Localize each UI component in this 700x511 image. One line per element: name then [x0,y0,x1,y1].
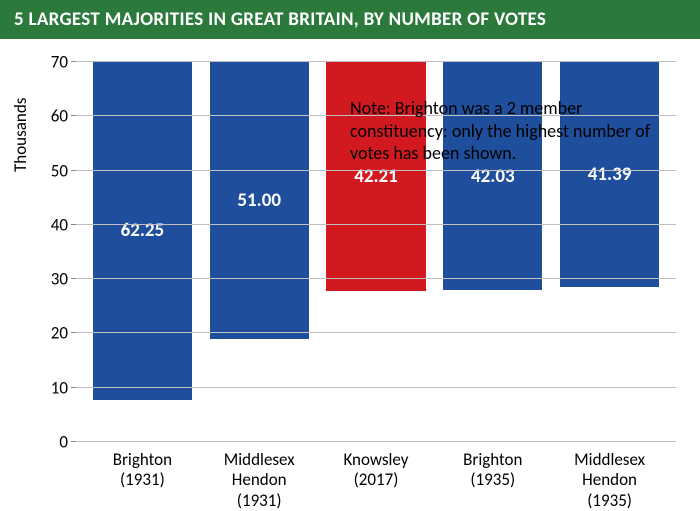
gridline [76,332,676,333]
chart-container: 5 LARGEST MAJORITIES IN GREAT BRITAIN, B… [0,0,700,501]
bar: 41.39 [560,62,659,287]
y-tick-label: 60 [38,106,68,127]
y-tick-mark [71,441,76,442]
chart-area: Thousands 62.25Brighton (1931)51.00Middl… [0,42,700,501]
chart-title: 5 LARGEST MAJORITIES IN GREAT BRITAIN, B… [0,0,700,39]
gridline [76,61,676,62]
bar: 62.25 [93,62,192,400]
y-tick-label: 70 [38,52,68,73]
y-tick-label: 10 [38,377,68,398]
y-tick-label: 30 [38,269,68,290]
gridline [76,224,676,225]
gridline [76,278,676,279]
y-tick-mark [71,332,76,333]
y-tick-mark [71,387,76,388]
y-tick-label: 40 [38,214,68,235]
bar-slot: 62.25Brighton (1931) [84,62,201,442]
y-tick-mark [71,115,76,116]
bar-value-label: 42.21 [354,165,398,188]
y-tick-mark [71,61,76,62]
gridline [76,170,676,171]
bar-value-label: 42.03 [471,165,515,188]
y-tick-label: 50 [38,160,68,181]
bar-value-label: 41.39 [588,163,632,186]
y-tick-label: 20 [38,323,68,344]
chart-note: Note: Brighton was a 2 member constituen… [350,97,655,165]
y-tick-mark [71,170,76,171]
gridline [76,441,676,442]
y-tick-label: 0 [38,432,68,453]
bar: 51.00 [210,62,309,339]
y-axis-title: Thousands [10,98,31,172]
y-tick-mark [71,224,76,225]
bar-slot: 51.00Middlesex Hendon (1931) [201,62,318,442]
bar-value-label: 51.00 [237,189,281,212]
gridline [76,387,676,388]
y-tick-mark [71,278,76,279]
x-tick-label: Middlesex Hendon (1935) [540,450,680,511]
